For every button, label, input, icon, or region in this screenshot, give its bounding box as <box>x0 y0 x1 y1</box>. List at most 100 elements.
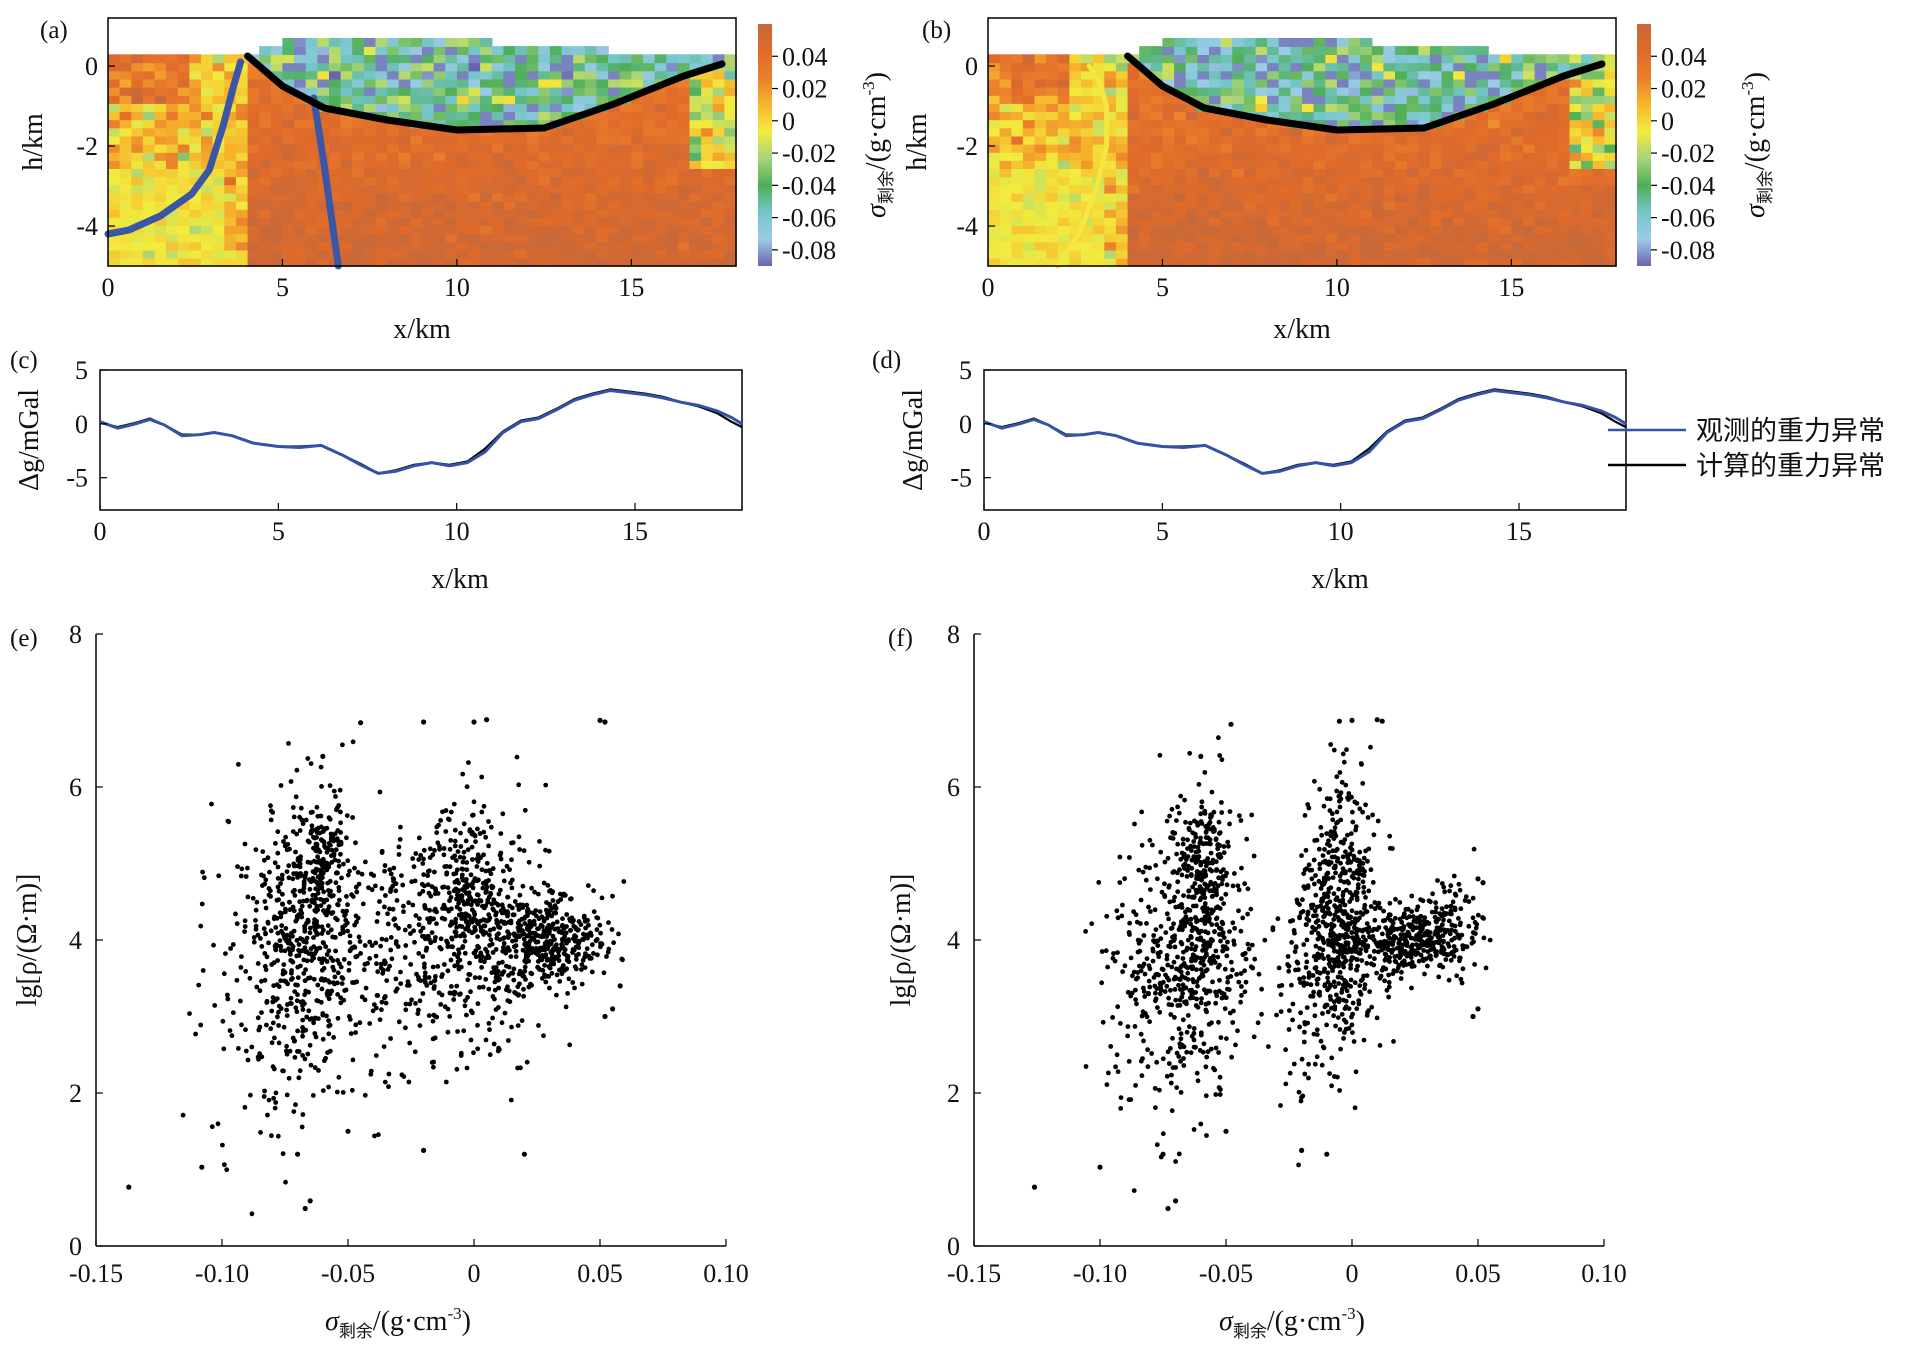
heatmap-cell <box>1371 86 1385 96</box>
scatter-point <box>272 860 278 866</box>
scatter-point <box>537 955 543 960</box>
scatter-point <box>484 860 490 866</box>
scatter-point <box>542 934 547 939</box>
heatmap-cell <box>515 168 528 178</box>
scatter-point <box>468 989 473 995</box>
heatmap-cell <box>1290 46 1303 55</box>
colorbar-b-label: σ剩余/(g·cm-3) <box>1738 72 1775 218</box>
heatmap-cell <box>666 62 679 72</box>
scatter-point <box>492 987 498 993</box>
heatmap-cell <box>1453 233 1466 243</box>
heatmap-cell <box>1581 200 1594 210</box>
heatmap-cell <box>1441 200 1454 210</box>
heatmap-cell <box>689 54 702 64</box>
heatmap-cell <box>352 86 365 96</box>
heatmap-cell <box>549 143 563 153</box>
heatmap-cell <box>608 217 621 226</box>
heatmap-cell <box>677 54 691 64</box>
legend-observed-label: 观测的重力异常 <box>1696 416 1885 447</box>
heatmap-cell <box>1499 62 1513 72</box>
heatmap-cell <box>631 233 644 243</box>
heatmap-cell <box>1104 209 1117 218</box>
heatmap-cell <box>422 54 435 64</box>
heatmap-cell <box>1464 241 1478 251</box>
scatter-point <box>391 865 397 871</box>
heatmap-cell <box>1022 168 1036 178</box>
scatter-point <box>598 944 603 950</box>
heatmap-cell <box>999 111 1012 121</box>
heatmap-cell <box>549 233 563 243</box>
heatmap-cell <box>352 225 365 235</box>
scatter-point <box>353 884 359 890</box>
heatmap-cell <box>1185 152 1199 161</box>
heatmap-cell <box>305 70 319 80</box>
heatmap-cell <box>689 111 702 121</box>
heatmap-cell <box>363 184 377 194</box>
scatter-point <box>522 968 528 974</box>
heatmap-cell <box>480 160 493 169</box>
heatmap-cell <box>1464 143 1478 153</box>
heatmap-cell <box>1429 225 1443 235</box>
scatter-point <box>478 898 484 904</box>
heatmap-cell <box>1150 143 1164 153</box>
heatmap-cell <box>1592 249 1606 259</box>
heatmap-cell <box>189 78 202 88</box>
heatmap-cell <box>608 127 621 137</box>
heatmap-cell <box>654 143 667 153</box>
scatter-point <box>1202 770 1208 775</box>
heatmap-cell <box>352 249 365 259</box>
heatmap-cell <box>1464 152 1478 161</box>
heatmap-cell <box>294 70 307 80</box>
heatmap-cell <box>1325 38 1338 47</box>
heatmap-cell <box>1162 160 1175 169</box>
scatter-point <box>453 916 459 922</box>
scatter-point <box>355 870 361 875</box>
heatmap-cell <box>1046 257 1059 267</box>
heatmap-cell <box>1255 249 1268 259</box>
heatmap-cell <box>1232 127 1245 137</box>
scatter-point <box>242 1105 248 1110</box>
heatmap-cell <box>1034 86 1047 96</box>
heatmap-cell <box>433 233 446 243</box>
heatmap-cell <box>282 184 295 194</box>
heatmap-cell <box>1232 217 1245 226</box>
heatmap-cell <box>119 184 132 194</box>
heatmap-cell <box>1255 233 1268 243</box>
scatter-point <box>517 892 523 898</box>
heatmap-cell <box>445 160 458 169</box>
heatmap-cell <box>445 192 458 202</box>
heatmap-cell <box>1313 168 1326 178</box>
scatter-point <box>506 1038 511 1043</box>
heatmap-cell <box>1464 217 1478 226</box>
heatmap-cell <box>212 54 226 64</box>
scatter-point <box>460 859 466 865</box>
heatmap-cell <box>1232 54 1245 64</box>
heatmap-cell <box>1534 103 1547 112</box>
heatmap-cell <box>305 38 319 47</box>
scatter-point <box>597 717 603 724</box>
heatmap-cell <box>677 200 691 210</box>
scatter-point <box>543 782 549 788</box>
heatmap-cell <box>503 54 516 64</box>
heatmap-cell <box>503 200 516 210</box>
heatmap-cell <box>154 200 167 210</box>
heatmap-cell <box>480 119 493 129</box>
heatmap-cell <box>1592 78 1606 88</box>
scatter-point <box>482 923 488 929</box>
scatter-point <box>238 998 243 1004</box>
colorbar-b: 0.040.020-0.02-0.04-0.06-0.08 σ剩余/(g·cm-… <box>1637 24 1775 266</box>
scatter-point <box>215 1121 221 1127</box>
heatmap-cell <box>619 176 633 186</box>
heatmap-cell <box>235 168 249 178</box>
heatmap-cell <box>1232 78 1245 88</box>
heatmap-cell <box>701 152 714 161</box>
scatter-point <box>275 829 281 835</box>
heatmap-cell <box>445 152 458 161</box>
heatmap-cell <box>1104 78 1117 88</box>
heatmap-cell <box>177 160 191 169</box>
heatmap-cell <box>456 257 470 267</box>
heatmap-cell <box>1313 111 1326 121</box>
heatmap-cell <box>1290 184 1303 194</box>
heatmap-cell <box>1162 257 1175 267</box>
scatter-point <box>307 930 313 936</box>
